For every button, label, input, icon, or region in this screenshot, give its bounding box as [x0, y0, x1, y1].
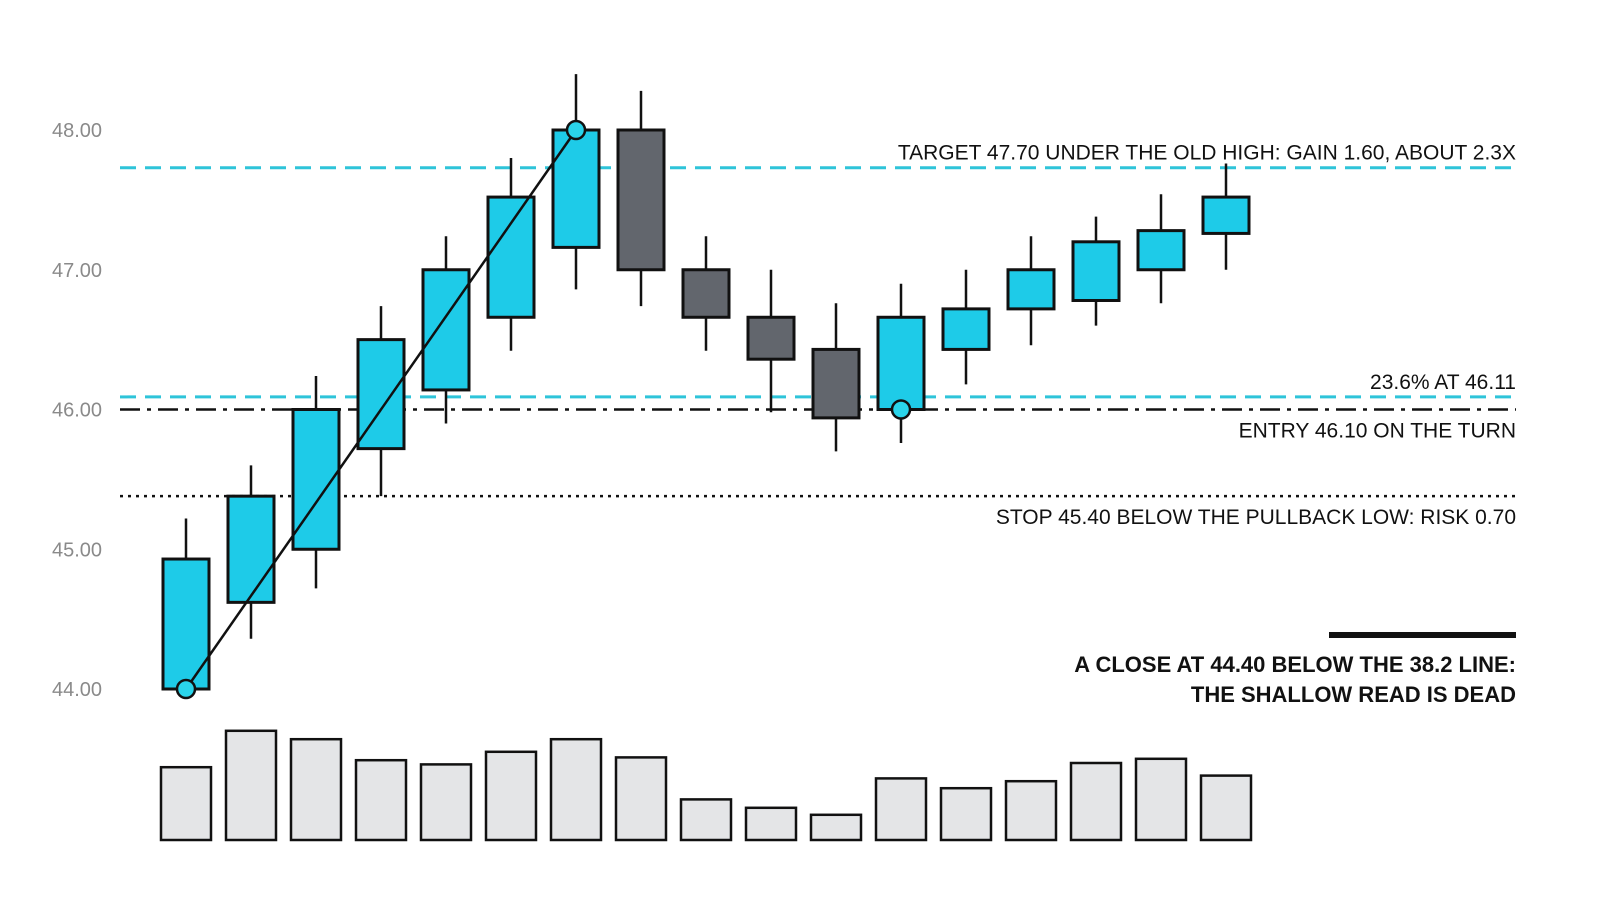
volume-bar — [1069, 761, 1123, 842]
volume-bar — [354, 758, 408, 842]
y-tick-label: 45.00 — [52, 539, 102, 561]
volume-bar — [744, 806, 798, 842]
candle — [941, 269, 991, 385]
y-tick-label: 44.00 — [52, 679, 102, 701]
volume-bar — [874, 777, 928, 842]
candle — [876, 283, 926, 444]
y-tick-label: 48.00 — [52, 120, 102, 142]
swing-line-group — [175, 119, 912, 700]
level-label: ENTRY 46.10 ON THE TURN — [1239, 420, 1516, 443]
note-rule — [1329, 632, 1516, 638]
volume-bar — [484, 750, 538, 842]
swing-marker — [175, 678, 197, 700]
candle — [681, 236, 731, 351]
candle-body — [1071, 240, 1121, 302]
volume-bar — [224, 729, 278, 842]
candle — [1201, 163, 1251, 270]
candles — [161, 74, 1251, 691]
volume-bar — [289, 737, 343, 842]
note-line: A CLOSE AT 44.40 BELOW THE 38.2 LINE: — [1074, 652, 1516, 677]
y-axis: 48.00 47.00 46.00 45.00 44.00 — [52, 120, 102, 701]
candle — [291, 375, 341, 589]
level-labels: TARGET 47.70 UNDER THE OLD HIGH: GAIN 1.… — [898, 142, 1516, 529]
invalidation-note: A CLOSE AT 44.40 BELOW THE 38.2 LINE: THE… — [1074, 632, 1516, 707]
candle-body — [551, 128, 601, 249]
volume-bar — [1134, 757, 1188, 842]
candle — [551, 74, 601, 290]
candle — [421, 236, 471, 424]
candle-body — [876, 315, 926, 412]
y-tick-label: 47.00 — [52, 260, 102, 282]
volume-bar — [614, 756, 668, 842]
candle-body — [1136, 229, 1186, 272]
candle — [356, 306, 406, 497]
volume-bar — [549, 737, 603, 842]
note-line: THE SHALLOW READ IS DEAD — [1191, 682, 1516, 707]
candle — [1136, 194, 1186, 304]
candle — [1006, 236, 1056, 346]
candle-body — [616, 128, 666, 272]
candle-body — [941, 307, 991, 351]
volume-bar — [809, 813, 863, 842]
y-tick-label: 46.00 — [52, 400, 102, 422]
candle-body — [421, 268, 471, 392]
volume-bar — [159, 765, 213, 842]
candle — [161, 518, 211, 691]
volume-bar — [939, 786, 993, 842]
volume-bar — [1199, 774, 1253, 842]
level-label: TARGET 47.70 UNDER THE OLD HIGH: GAIN 1.… — [898, 142, 1516, 165]
candle — [1071, 216, 1121, 326]
candle — [746, 269, 796, 413]
swing-marker — [890, 399, 912, 420]
volume-bars — [159, 729, 1253, 842]
candle-body — [746, 315, 796, 361]
candle-body — [486, 195, 536, 319]
candle-body — [681, 268, 731, 319]
level-label: STOP 45.40 BELOW THE PULLBACK LOW: RISK … — [996, 506, 1516, 529]
volume-bar — [1004, 779, 1058, 842]
volume-bar — [679, 798, 733, 842]
swing-line — [184, 129, 578, 690]
candle-body — [1006, 268, 1056, 311]
candle — [486, 157, 536, 351]
candle-body — [226, 494, 276, 604]
swing-marker — [565, 119, 587, 141]
candle — [226, 465, 276, 639]
candle — [811, 303, 861, 452]
candle — [616, 90, 666, 307]
candle-body — [1201, 195, 1251, 235]
candle-body — [161, 557, 211, 691]
candle-body — [811, 347, 861, 420]
volume-bar — [419, 763, 473, 842]
level-label: 23.6% AT 46.11 — [1370, 371, 1516, 394]
